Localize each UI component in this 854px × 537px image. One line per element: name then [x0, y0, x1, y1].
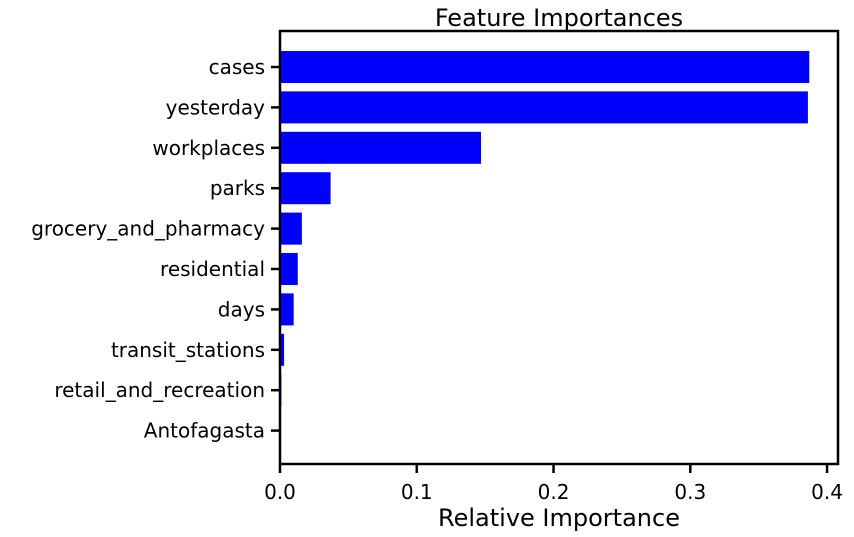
bar-grocery_and_pharmacy [280, 212, 302, 245]
bars-group [280, 51, 810, 447]
x-axis-ticks: 0.0 0.1 0.2 0.3 0.4 [264, 464, 843, 504]
bar-yesterday [280, 91, 808, 124]
bar-cases [280, 51, 810, 83]
x-tick-label: 0.4 [811, 480, 843, 504]
y-tick-label: parks [210, 176, 265, 200]
y-tick-label: residential [160, 257, 265, 281]
x-tick-label: 0.2 [538, 480, 570, 504]
x-tick-label: 0.3 [674, 480, 706, 504]
bar-days [280, 293, 294, 326]
bar-transit_stations [280, 333, 285, 366]
y-tick-label: grocery_and_pharmacy [31, 217, 265, 241]
plot-frame [278, 29, 840, 466]
y-tick-label: days [218, 297, 265, 321]
y-tick-label: transit_stations [111, 338, 265, 362]
bar-residential [280, 253, 298, 285]
bar-parks [280, 172, 331, 205]
chart-title: Feature Importances [435, 4, 683, 32]
y-tick-label: retail_and_recreation [54, 378, 265, 402]
y-tick-label: cases [209, 55, 265, 79]
y-axis-ticks: cases yesterday workplaces parks grocery_and… [31, 55, 280, 443]
y-tick-label: yesterday [166, 95, 266, 119]
x-tick-label: 0.1 [401, 480, 433, 504]
x-tick-label: 0.0 [264, 480, 296, 504]
y-tick-label: Antofagasta [144, 419, 265, 443]
bar-workplaces [280, 131, 482, 164]
x-axis-label: Relative Importance [438, 504, 680, 532]
y-tick-label: workplaces [152, 136, 265, 160]
